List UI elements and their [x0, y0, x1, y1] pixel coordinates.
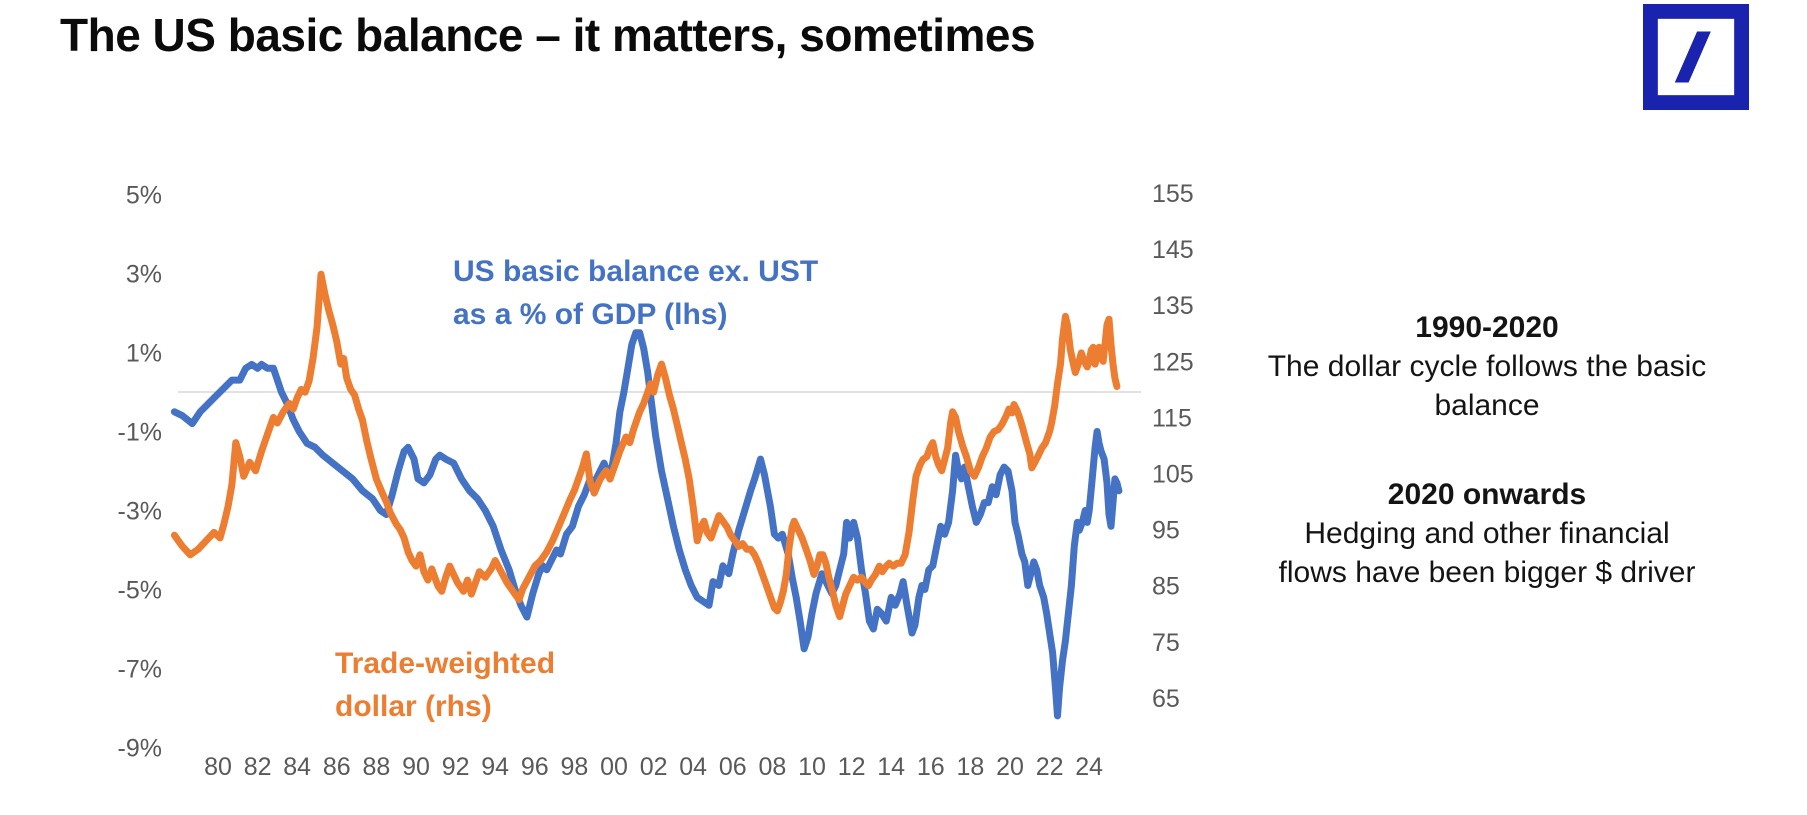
y-axis-right-tick: 65 [1152, 685, 1180, 713]
series-line-basic-balance [170, 329, 1123, 720]
annotation-heading-1990-2020: 1990-2020 [1415, 311, 1559, 344]
x-axis-tick: 88 [362, 753, 390, 781]
annotation-body-1990-2020: The dollar cycle follows the basic balan… [1267, 350, 1707, 422]
x-axis-tick: 04 [679, 753, 707, 781]
annotation-block: 1990-2020 The dollar cycle follows the b… [1267, 308, 1707, 642]
annotation-para-1990-2020: 1990-2020 The dollar cycle follows the b… [1267, 308, 1707, 425]
y-axis-right-tick: 145 [1152, 236, 1194, 264]
x-axis-tick: 20 [996, 753, 1024, 781]
legend-trade-weighted-dollar-line2: dollar (rhs) [335, 690, 492, 723]
y-axis-right-tick: 85 [1152, 573, 1180, 601]
y-axis-left-tick: -3% [118, 498, 162, 526]
y-axis-left-tick: 5% [126, 182, 162, 210]
x-axis-tick: 92 [442, 753, 470, 781]
legend-trade-weighted-dollar-line1: Trade-weighted [335, 647, 556, 680]
x-axis-tick: 18 [956, 753, 984, 781]
y-axis-left-tick: -5% [118, 577, 162, 605]
x-axis-tick: 24 [1075, 753, 1103, 781]
deutsche-bank-logo-icon [1643, 3, 1749, 110]
legend-basic-balance: US basic balance ex. UST as a % of GDP (… [453, 250, 818, 336]
x-axis-tick: 12 [838, 753, 866, 781]
y-axis-left-tick: 1% [126, 340, 162, 368]
x-axis-tick: 22 [1036, 753, 1064, 781]
x-axis-tick: 02 [640, 753, 668, 781]
x-axis-tick: 90 [402, 753, 430, 781]
x-axis-tick: 82 [244, 753, 272, 781]
x-axis-tick: 10 [798, 753, 826, 781]
y-axis-right-tick: 105 [1152, 461, 1194, 489]
page-title: The US basic balance – it matters, somet… [60, 9, 1036, 61]
x-axis-tick: 94 [481, 753, 509, 781]
annotation-para-2020-onwards: 2020 onwards Hedging and other financial… [1267, 475, 1707, 592]
legend-basic-balance-line1: US basic balance ex. UST [453, 255, 819, 288]
x-axis-tick: 14 [877, 753, 905, 781]
y-axis-right-tick: 75 [1152, 629, 1180, 657]
y-axis-right-tick: 125 [1152, 348, 1194, 376]
x-axis-tick: 08 [758, 753, 786, 781]
y-axis-left-tick: -7% [118, 656, 162, 684]
x-axis-tick: 80 [204, 753, 232, 781]
y-axis-left-tick: 3% [126, 261, 162, 289]
y-axis-right-tick: 135 [1152, 292, 1194, 320]
y-axis-right-tick: 115 [1152, 404, 1192, 432]
x-axis-tick: 06 [719, 753, 747, 781]
y-axis-right-tick: 155 [1152, 180, 1194, 208]
x-axis-tick: 96 [521, 753, 549, 781]
x-axis-tick: 86 [323, 753, 351, 781]
deutsche-bank-logo [1643, 3, 1749, 110]
y-axis-left-tick: -9% [118, 735, 162, 763]
x-axis-tick: 98 [560, 753, 588, 781]
series-line-trade-weighted-dollar [170, 270, 1121, 621]
x-axis-tick: 84 [283, 753, 311, 781]
x-axis-tick: 16 [917, 753, 945, 781]
annotation-heading-2020-onwards: 2020 onwards [1387, 478, 1587, 511]
annotation-body-2020-onwards: Hedging and other financial flows have b… [1278, 517, 1696, 589]
legend-trade-weighted-dollar: Trade-weighted dollar (rhs) [335, 642, 555, 728]
y-axis-right-tick: 95 [1152, 517, 1180, 545]
legend-basic-balance-line2: as a % of GDP (lhs) [453, 298, 728, 331]
x-axis-tick: 00 [600, 753, 628, 781]
y-axis-left-tick: -1% [118, 419, 162, 447]
